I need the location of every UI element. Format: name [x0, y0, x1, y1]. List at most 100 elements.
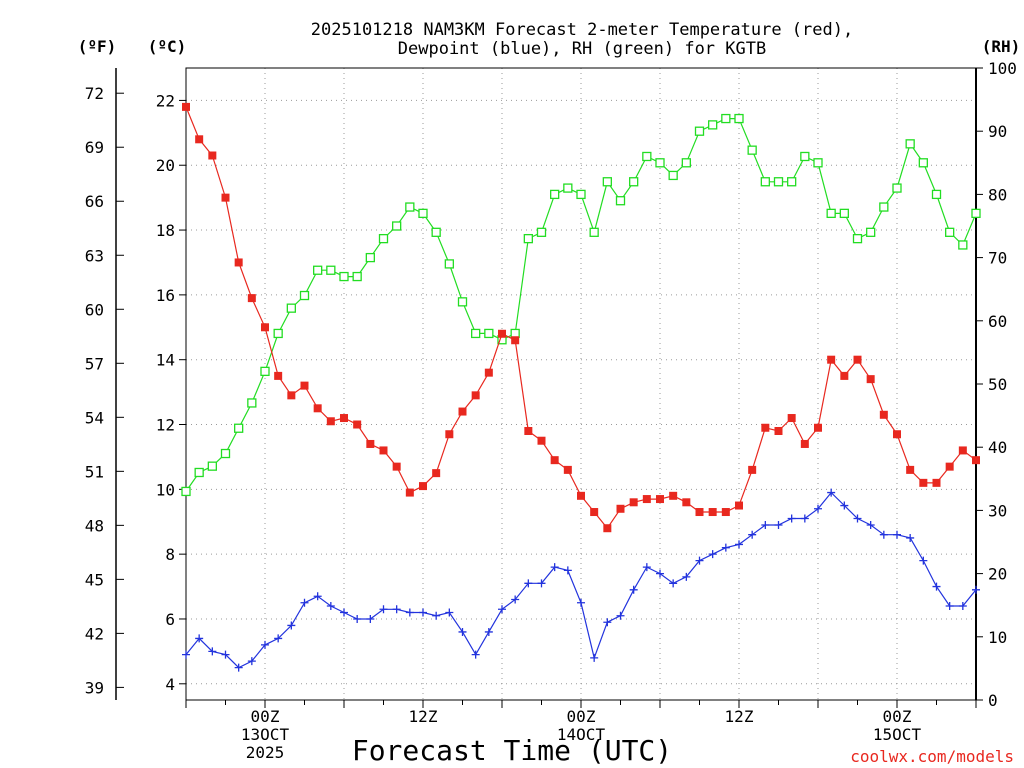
rh-point	[484, 328, 494, 339]
rh-point	[826, 208, 836, 219]
temperature-point	[313, 404, 322, 413]
dewpoint-point	[906, 533, 915, 542]
celsius-tick-label: 10	[156, 480, 175, 499]
dewpoint-point	[669, 579, 678, 588]
dewpoint-point	[353, 614, 362, 623]
fahrenheit-tick-label: 39	[85, 678, 104, 697]
temperature-point	[550, 456, 559, 465]
dewpoint-series	[182, 488, 980, 672]
rh-point	[589, 227, 599, 237]
temperature-point	[800, 439, 809, 448]
rh-tick-label: 90	[988, 122, 1007, 141]
temperature-point	[498, 329, 506, 338]
fahrenheit-tick-label: 69	[85, 138, 104, 157]
temperature-point	[866, 375, 875, 384]
dewpoint-point	[695, 556, 704, 565]
rh-point	[352, 271, 362, 282]
temperature-point	[458, 407, 467, 416]
rh-point	[431, 227, 441, 237]
temperature-point	[445, 430, 454, 439]
dewpoint-point	[234, 663, 243, 672]
temperature-point	[208, 151, 217, 160]
rh-point	[708, 120, 718, 130]
temperature-point	[932, 478, 941, 487]
dewpoint-point	[735, 540, 743, 549]
temperature-point	[484, 368, 493, 377]
rh-point	[694, 126, 705, 136]
rh-point	[392, 221, 402, 231]
temperature-point	[419, 482, 427, 491]
rh-tick-label: 70	[988, 249, 1007, 268]
dewpoint-point	[616, 611, 625, 620]
rh-point	[800, 151, 810, 162]
fahrenheit-tick-label: 45	[85, 570, 104, 589]
dewpoint-point	[208, 647, 217, 656]
temperature-point	[537, 436, 546, 445]
dewpoint-point	[827, 488, 836, 497]
credit-text: coolwx.com/models	[850, 747, 1014, 766]
temperature-point	[787, 414, 796, 423]
dewpoint-point	[932, 582, 941, 591]
temperature-point	[972, 456, 980, 465]
temperature-point	[353, 420, 362, 429]
fahrenheit-tick-label: 48	[85, 516, 104, 535]
dewpoint-point	[629, 585, 638, 594]
temperature-point	[379, 446, 388, 455]
temperature-point	[590, 508, 599, 517]
fahrenheit-unit-label: (ºF)	[78, 37, 117, 56]
temperature-point	[721, 508, 730, 517]
temperature-point	[221, 193, 230, 202]
rh-tick-label: 80	[988, 185, 1007, 204]
rh-point	[773, 177, 784, 187]
temperature-point	[906, 465, 915, 474]
fahrenheit-tick-label: 63	[85, 246, 104, 265]
rh-point	[787, 177, 797, 187]
grid-lines	[186, 68, 976, 700]
dewpoint-point	[761, 520, 770, 529]
temperature-point	[958, 446, 967, 455]
rh-point	[313, 265, 323, 275]
temperature-point	[761, 423, 770, 432]
dewpoint-point	[379, 605, 388, 614]
temperature-point	[945, 462, 954, 471]
temperature-point	[366, 439, 375, 448]
rh-point	[207, 461, 217, 471]
dewpoint-point	[419, 608, 427, 617]
temperature-point	[511, 336, 520, 345]
series-line	[185, 106, 977, 530]
temperature-point	[524, 426, 533, 435]
rh-point	[181, 486, 191, 497]
celsius-tick-label: 16	[156, 286, 175, 305]
dewpoint-point	[313, 592, 322, 601]
rh-point	[668, 170, 678, 181]
rh-point	[194, 467, 204, 478]
rh-point	[444, 259, 454, 269]
dewpoint-point	[893, 530, 901, 539]
dewpoint-point	[392, 605, 401, 614]
rh-tick-label: 50	[988, 375, 1007, 394]
dewpoint-point	[524, 579, 533, 588]
rh-tick-label: 0	[988, 691, 998, 710]
dewpoint-point	[656, 569, 664, 578]
celsius-unit-label: (ºC)	[148, 37, 187, 56]
rh-tick-label: 60	[988, 312, 1007, 331]
fahrenheit-tick-label: 66	[85, 192, 104, 211]
rh-point	[892, 183, 902, 193]
dewpoint-point	[445, 608, 454, 617]
temperature-point	[616, 504, 625, 513]
temperature-point	[853, 355, 862, 364]
dewpoint-point	[247, 657, 256, 666]
temperature-point	[287, 391, 296, 400]
dewpoint-point	[945, 602, 954, 611]
rh-point	[615, 196, 626, 206]
temperature-point	[893, 430, 901, 439]
dewpoint-point	[498, 605, 506, 614]
x-tick-label: 12Z	[409, 707, 438, 726]
temperature-point	[405, 488, 414, 497]
temperature-point	[471, 391, 480, 400]
x-tick-label: 2025	[246, 743, 285, 762]
rh-point	[945, 227, 955, 237]
rh-series	[181, 113, 981, 497]
celsius-tick-label: 6	[165, 610, 175, 629]
temperature-point	[827, 355, 836, 364]
